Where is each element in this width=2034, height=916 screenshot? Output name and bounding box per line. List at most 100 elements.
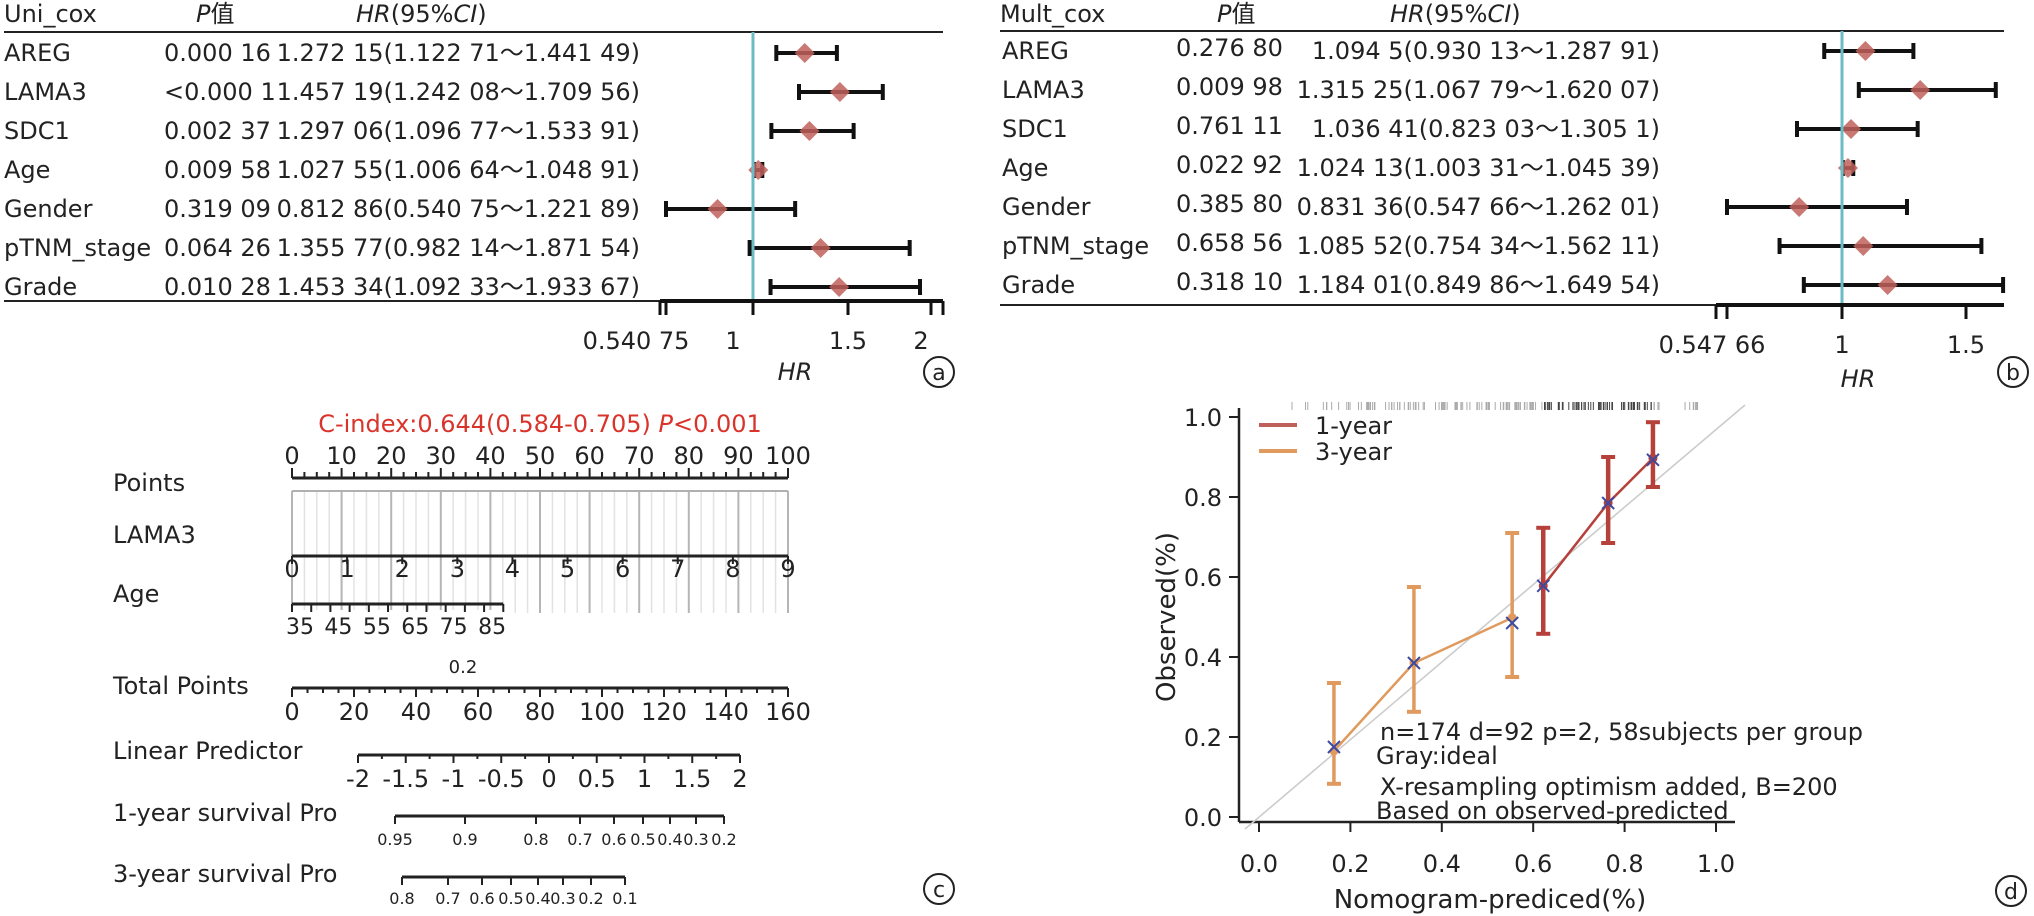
table-row: SDC1 0.002 37 1.297 06(1.096 77～1.533 91)	[4, 117, 856, 145]
table-row: Age 0.009 58 1.027 55(1.006 64～1.048 91)	[4, 156, 769, 184]
tick-label: 0.7	[567, 830, 592, 849]
nomogram-grid	[291, 490, 789, 613]
table-row: Grade 0.318 10 1.184 01(0.849 86～1.649 54)	[1002, 268, 2006, 299]
tick-label: 70	[624, 442, 655, 470]
scale-age: Age 35 45 55 65 75 85	[113, 580, 506, 640]
error-bar	[1326, 681, 1341, 786]
x-tick-label: 0.540 75	[583, 327, 690, 355]
corrected-marker	[1536, 579, 1550, 593]
hr-ci-text: 1.036 41(0.823 03～1.305 1)	[1312, 115, 1660, 143]
error-bar	[1536, 525, 1551, 636]
scale-linear-predictor: Linear Predictor -2 -1.5 -1 -0.5 0 0.5 1 1.5 2	[113, 737, 748, 793]
panel-c-nomogram: C-index:0.644(0.584-0.705) P<0.001 Point…	[112, 410, 955, 908]
row-label: Gender	[4, 195, 93, 223]
hr-diamond	[810, 238, 831, 258]
header-model: Uni_cox	[4, 0, 97, 28]
tick-label: 65	[401, 615, 429, 640]
tick-label: 0.2	[711, 830, 736, 849]
p-value: 0.064 26	[164, 234, 271, 262]
annotation-block: n=174 d=92 p=2, 58subjects per group Gra…	[1376, 718, 1863, 825]
x-tick-label: 0.6	[1514, 850, 1552, 878]
y-tick-label: 1.0	[1184, 404, 1222, 432]
tick-label: 0	[541, 765, 556, 793]
x-tick-label: 1	[1834, 331, 1849, 359]
tick-label: 100	[765, 442, 811, 470]
table-row: AREG 0.000 16 1.272 15(1.122 71～1.441 49)	[4, 39, 839, 67]
annotation-line: X-resampling optimism added, B=200	[1380, 773, 1838, 801]
tick-label: 4	[505, 555, 520, 583]
scale-lama3: LAMA3 0 1 2 3 4 5 6 7 8 9	[113, 521, 796, 583]
p-value: 0.010 28	[164, 273, 271, 301]
rug-ticks	[1291, 402, 1699, 410]
tick-label: 140	[703, 698, 749, 726]
tick-label: 1	[637, 765, 652, 793]
tick-label: 20	[339, 698, 370, 726]
scale-label: 3-year survival Pro	[113, 860, 337, 888]
hr-diamond	[1789, 197, 1810, 217]
table-row: Gender 0.319 09 0.812 86(0.540 75～1.221 89…	[4, 195, 798, 223]
tick-label: 0.8	[389, 889, 414, 908]
header-p: P值	[1217, 0, 1255, 28]
hr-diamond	[799, 121, 820, 141]
table-row: pTNM_stage 0.064 26 1.355 77(0.982 14～1.87…	[4, 234, 912, 262]
hr-ci-text: 0.812 86(0.540 75～1.221 89)	[277, 195, 640, 223]
tick-label: 0	[284, 698, 299, 726]
y-tick-label: 0.6	[1184, 564, 1222, 592]
p-value: 0.385 80	[1176, 190, 1283, 218]
row-label: LAMA3	[4, 78, 87, 106]
tick-label: 90	[723, 442, 754, 470]
tick-label: 6	[615, 555, 630, 583]
hr-ci-text: 1.024 13(1.003 31～1.045 39)	[1297, 154, 1660, 182]
tick-label: 40	[475, 442, 506, 470]
tick-label: 0.4	[657, 830, 682, 849]
tick-label: 0	[284, 555, 299, 583]
table-row: Grade 0.010 28 1.453 34(1.092 33～1.933 67)	[4, 273, 922, 301]
x-tick-label: 0.2	[1331, 850, 1369, 878]
tick-label: 0.2	[578, 889, 603, 908]
hr-ci-text: 1.355 77(0.982 14～1.871 54)	[277, 234, 640, 262]
series-1-year	[1536, 420, 1660, 636]
p-value: 0.009 58	[164, 156, 271, 184]
p-value: 0.002 37	[164, 117, 271, 145]
tick-label: 20	[376, 442, 407, 470]
tick-label: 0.3	[550, 889, 575, 908]
y-tick-label: 0.8	[1184, 484, 1222, 512]
hr-axis: 0.540 75 1 1.5 2	[583, 32, 945, 355]
ideal-line	[1244, 404, 1746, 830]
hr-ci-text: 1.085 52(0.754 34～1.562 11)	[1297, 232, 1660, 260]
p-value: 0.000 16	[164, 39, 271, 67]
p-value: <0.000 1	[164, 78, 276, 106]
hr-ci-text: 1.453 34(1.092 33～1.933 67)	[277, 273, 640, 301]
row-label: Gender	[1002, 193, 1091, 221]
tick-label: 0.6	[601, 830, 626, 849]
series-line	[1542, 457, 1654, 587]
scale-label: Points	[113, 469, 185, 497]
x-tick-label: 1.0	[1697, 850, 1735, 878]
annotation-line: Based on observed-predicted	[1376, 797, 1729, 825]
table-row: LAMA3 0.009 98 1.315 25(1.067 79～1.620 07)	[1002, 73, 1998, 104]
tick-label: 0.7	[435, 889, 460, 908]
scale-3-year-survival: 3-year survival Pro 0.8 0.7 0.6 0.5 0.4 0.3 0.2…	[113, 860, 638, 908]
header-hr: HR(95%CI)	[356, 0, 487, 28]
tick-label: 0.95	[377, 830, 413, 849]
p-value: 0.009 98	[1176, 73, 1283, 101]
tick-label: 7	[670, 555, 685, 583]
tick-label: 160	[765, 698, 811, 726]
scale-label: Total Points	[112, 672, 249, 700]
tick-label: 60	[574, 442, 605, 470]
tick-label: 55	[363, 615, 391, 640]
x-tick-label: 1.5	[1947, 331, 1985, 359]
tick-label: 2	[732, 765, 747, 793]
y-tick-label: 0.4	[1184, 644, 1222, 672]
tick-label: 80	[674, 442, 705, 470]
x-tick-label: 0.547 66	[1659, 331, 1766, 359]
row-label: SDC1	[1002, 115, 1068, 143]
panel-b-mult-cox-forest: Mult_cox P值 HR(95%CI) AREG 0.276 80 1.094 …	[1000, 0, 2029, 393]
hr-ci-text: 1.315 25(1.067 79～1.620 07)	[1297, 76, 1660, 104]
hr-ci-text: 1.297 06(1.096 77～1.533 91)	[277, 117, 640, 145]
svg-text:d: d	[2004, 880, 2018, 905]
p-value: 0.761 11	[1176, 112, 1283, 140]
tick-label: 85	[478, 615, 506, 640]
tick-label: 60	[463, 698, 494, 726]
